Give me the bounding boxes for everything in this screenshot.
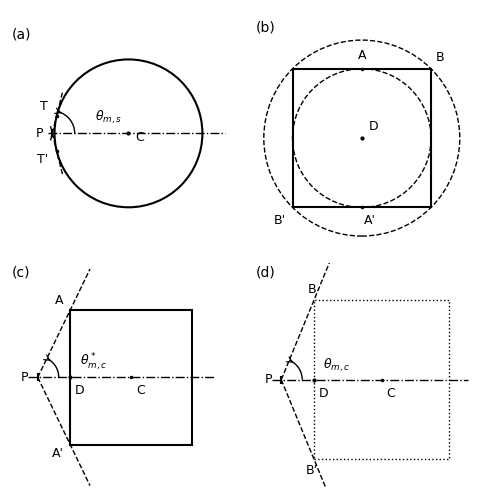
- Text: T: T: [40, 100, 48, 114]
- Text: T': T': [37, 154, 48, 166]
- Text: D: D: [318, 386, 328, 400]
- Text: B': B': [273, 214, 285, 228]
- Text: P: P: [36, 127, 43, 140]
- Text: A: A: [55, 294, 63, 308]
- Text: (a): (a): [12, 28, 32, 42]
- Text: $\theta^*_{m,c}$: $\theta^*_{m,c}$: [80, 352, 107, 374]
- Bar: [293, 69, 431, 207]
- Text: D: D: [75, 384, 85, 398]
- Text: (b): (b): [256, 20, 275, 34]
- Text: A: A: [357, 49, 366, 62]
- Text: P: P: [21, 371, 28, 384]
- Text: $\theta_{m,s}$: $\theta_{m,s}$: [95, 109, 122, 126]
- Text: A': A': [52, 448, 63, 460]
- Text: C: C: [135, 132, 144, 144]
- Text: C: C: [386, 386, 395, 400]
- Text: C: C: [136, 384, 145, 398]
- Text: B': B': [305, 464, 318, 476]
- Text: B: B: [436, 51, 444, 64]
- Text: B: B: [307, 282, 316, 296]
- Text: (d): (d): [256, 265, 275, 279]
- Text: A': A': [364, 214, 376, 228]
- Bar: [71, 310, 192, 445]
- Bar: [314, 300, 449, 459]
- Text: (c): (c): [12, 265, 31, 279]
- Text: D: D: [369, 120, 378, 134]
- Text: $\theta_{m,c}$: $\theta_{m,c}$: [323, 356, 351, 374]
- Text: P: P: [264, 373, 272, 386]
